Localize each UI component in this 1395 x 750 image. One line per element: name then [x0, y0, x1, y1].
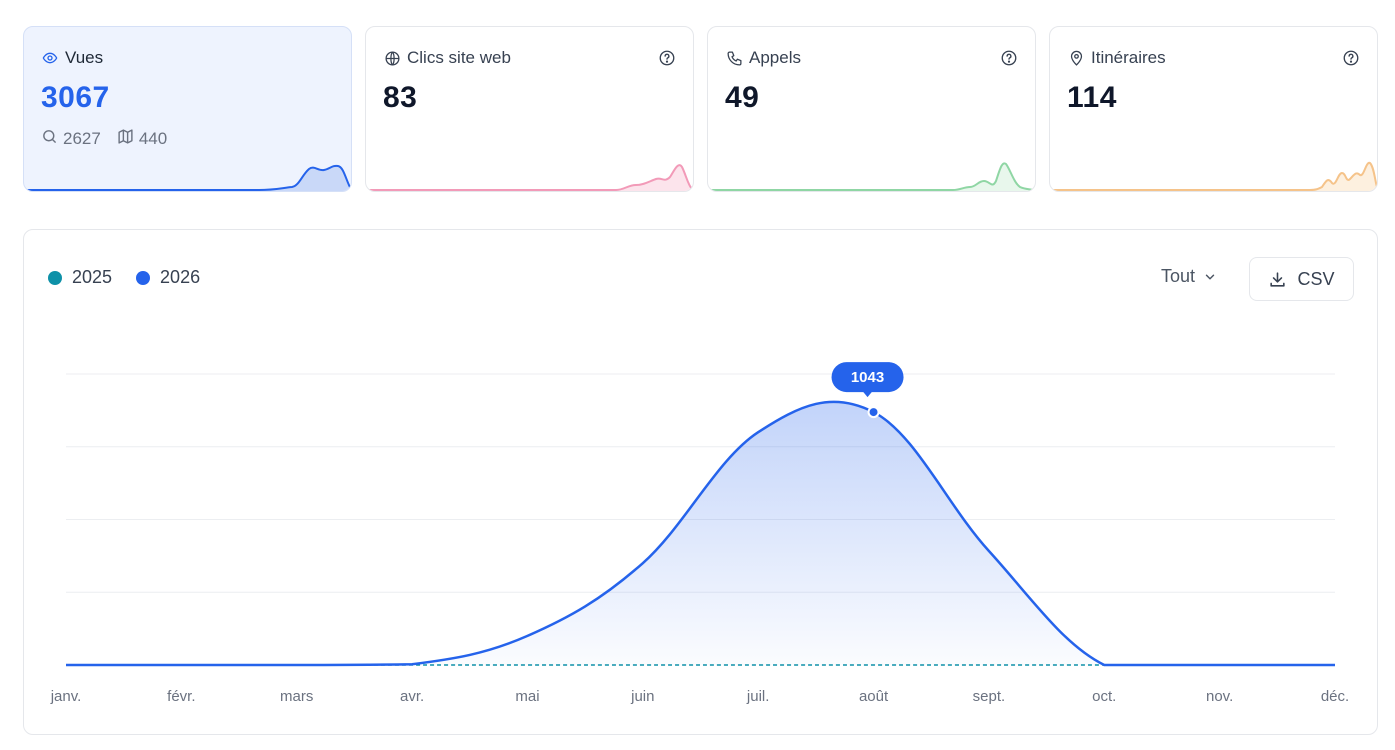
- x-tick-label: févr.: [167, 688, 195, 705]
- csv-export-button[interactable]: CSV: [1249, 257, 1354, 301]
- legend-item-2025[interactable]: 2025: [48, 267, 112, 288]
- card-value: 3067: [41, 81, 110, 114]
- csv-label: CSV: [1297, 268, 1335, 289]
- legend-dot: [136, 270, 151, 285]
- search-views-count: 2627: [63, 129, 101, 148]
- series-line-2026[interactable]: [66, 400, 1335, 667]
- sparkline-vues: [24, 164, 351, 191]
- x-tick-label: oct.: [1092, 688, 1116, 705]
- eye-icon: [41, 49, 59, 67]
- x-tick-label: mars: [280, 688, 313, 705]
- tooltip-pointer: [862, 391, 873, 398]
- chart-panel: 2025 2026 Tout CSV janv. févr. mars avr. mai…: [23, 229, 1378, 735]
- download-icon: [1270, 271, 1286, 287]
- metric-cards: Vues 3067 2627 440 Clics site web: [23, 26, 1378, 192]
- search-icon: [41, 128, 58, 150]
- x-tick-label: janv.: [50, 688, 82, 705]
- help-icon[interactable]: [1342, 49, 1360, 67]
- x-tick-label: mai: [515, 688, 539, 705]
- chevron-down-icon: [1205, 274, 1215, 279]
- tooltip-value: 1043: [851, 369, 884, 386]
- period-filter-dropdown[interactable]: Tout: [1161, 266, 1217, 287]
- chart-legend: 2025 2026: [48, 267, 224, 288]
- card-value: 49: [725, 81, 760, 114]
- card-value: 114: [1067, 81, 1117, 114]
- card-header: Appels: [725, 47, 1018, 69]
- help-icon[interactable]: [1000, 49, 1018, 67]
- legend-item-2026[interactable]: 2026: [136, 267, 200, 288]
- x-tick-label: juin: [630, 688, 654, 705]
- globe-icon: [383, 49, 401, 67]
- help-icon[interactable]: [658, 49, 676, 67]
- sparkline-appels: [708, 162, 1035, 191]
- x-tick-label: août: [859, 688, 889, 705]
- series-area-2026: [66, 401, 1335, 665]
- legend-label: 2025: [72, 267, 113, 287]
- x-tick-label: avr.: [400, 688, 424, 705]
- views-chart: janv. févr. mars avr. mai juin juil. août sept. o…: [50, 362, 1349, 705]
- card-title: Vues: [65, 48, 104, 67]
- card-title: Clics site web: [407, 48, 511, 67]
- card-header: Clics site web: [383, 47, 676, 69]
- phone-icon: [725, 49, 743, 67]
- legend-label: 2026: [160, 267, 201, 287]
- map-pin-icon: [1067, 49, 1085, 67]
- tooltip-badge: [831, 362, 904, 393]
- card-value: 83: [383, 81, 418, 114]
- metric-card-clics-site-web[interactable]: Clics site web 83: [365, 26, 694, 192]
- filter-label: Tout: [1161, 266, 1196, 286]
- x-tick-label: déc.: [1321, 688, 1349, 705]
- metric-card-vues[interactable]: Vues 3067 2627 440: [23, 26, 352, 192]
- x-tick-label: juil.: [746, 688, 770, 705]
- card-header: Itinéraires: [1067, 47, 1360, 69]
- legend-dot: [48, 270, 62, 285]
- card-title: Itinéraires: [1091, 48, 1166, 67]
- metric-card-appels[interactable]: Appels 49: [707, 26, 1036, 192]
- sparkline-clics: [366, 164, 693, 191]
- x-tick-label: sept.: [973, 688, 1006, 705]
- card-header: Vues: [41, 47, 334, 69]
- card-title: Appels: [749, 48, 801, 67]
- x-tick-label: nov.: [1206, 688, 1233, 705]
- tooltip-point[interactable]: [867, 406, 880, 419]
- card-breakdown: 2627 440: [41, 128, 183, 150]
- map-views-count: 440: [138, 129, 168, 148]
- sparkline-itineraires: [1050, 161, 1377, 191]
- map-icon: [117, 128, 134, 150]
- metric-card-itineraires[interactable]: Itinéraires 114: [1049, 26, 1378, 192]
